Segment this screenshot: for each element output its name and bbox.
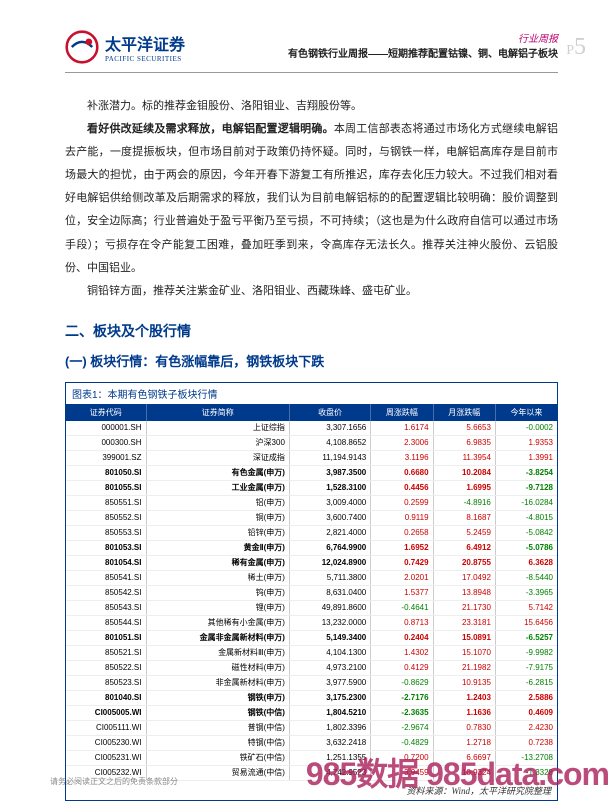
table-row: 850553.SI铅锌(申万)2,821.40000.26585.2459-5.… xyxy=(66,525,557,540)
table-header: 周涨跌幅 xyxy=(371,404,433,421)
table-header: 证券代码 xyxy=(66,404,146,421)
paragraph-3: 铜铅锌方面，推荐关注紫金矿业、洛阳钼业、西藏珠峰、盛屯矿业。 xyxy=(65,280,558,303)
logo: 太平洋证券 PACIFIC SECURITIES xyxy=(65,30,185,64)
table-row: 850552.SI铜(申万)3,600.74000.91198.1687-4.8… xyxy=(66,510,557,525)
table-row: 801050.SI有色金属(申万)3,987.35000.668010.2084… xyxy=(66,465,557,480)
pacific-logo-icon xyxy=(65,30,99,64)
table-row: 850542.SI钨(申万)8,631.04001.537713.8948-3.… xyxy=(66,585,557,600)
logo-text-en: PACIFIC SECURITIES xyxy=(105,55,185,63)
table-row: 801051.SI金属非金属新材料(申万)5,149.34000.240415.… xyxy=(66,630,557,645)
table-row: 850521.SI金属新材料Ⅲ(申万)4,104.13001.430215.10… xyxy=(66,645,557,660)
table-row: 801040.SI钢铁(申万)3,175.2300-2.71761.24032.… xyxy=(66,690,557,705)
table-container: 图表1：本期有色钢铁子板块行情 证券代码证券简称收盘价周涨跌幅月涨跌幅今年以来 … xyxy=(65,382,558,801)
table-row: 850522.SI磁性材料(申万)4,973.21000.412921.1982… xyxy=(66,660,557,675)
table-row: 850541.SI稀土(申万)5,711.38002.020117.0492-8… xyxy=(66,570,557,585)
table-row: 850523.SI非金属新材料(申万)3,977.5900-0.862910.9… xyxy=(66,675,557,690)
paragraph-2: 看好供改延续及需求释放，电解铝配置逻辑明确。本周工信部表态将通过市场化方式继续电… xyxy=(65,118,558,280)
page-number: P5 xyxy=(566,34,586,61)
subsection-title: (一) 板块行情：有色涨幅靠后，钢铁板块下跌 xyxy=(65,351,558,370)
watermark: 985数据 985data.com xyxy=(306,749,609,795)
table-row: 801055.SI工业金属(申万)1,528.31000.44561.6995-… xyxy=(66,480,557,495)
table-row: CI005111.WI普钢(中信)1,802.3396-2.96740.7830… xyxy=(66,720,557,735)
table-row: 000001.SH上证综指3,307.16561.61745.6653-0.00… xyxy=(66,421,557,436)
table-title: 图表1：本期有色钢铁子板块行情 xyxy=(66,383,557,404)
table-row: 850543.SI锂(申万)49,891.8600-0.464121.17305… xyxy=(66,600,557,615)
header-divider xyxy=(65,72,558,73)
doc-title: 有色钢铁行业周报——短期推荐配置钴镍、铜、电解铝子板块 xyxy=(288,45,558,60)
table-row: 801053.SI黄金Ⅱ(申万)6,764.99001.69526.4912-5… xyxy=(66,540,557,555)
table-row: 399001.SZ深证成指11,194.91433.119611.39541.3… xyxy=(66,450,557,465)
table-header: 月涨跌幅 xyxy=(433,404,495,421)
paragraph-1: 补涨潜力。标的推荐金钼股份、洛阳钼业、吉翔股份等。 xyxy=(65,95,558,118)
table-header: 今年以来 xyxy=(495,404,557,421)
table-row: 850544.SI其他稀有小金属(申万)13,232.00000.871323.… xyxy=(66,615,557,630)
footer-disclaimer: 请务必阅读正文之后的免责条款部分 xyxy=(50,776,178,787)
section-title: 二、板块及个股行情 xyxy=(65,321,558,341)
table-header: 证券简称 xyxy=(146,404,289,421)
doc-type: 行业周报 xyxy=(288,30,558,45)
table-row: 850551.SI铝(申万)3,009.40000.2599-4.8916-16… xyxy=(66,495,557,510)
table-row: 801054.SI稀有金属(申万)12,024.89000.742920.875… xyxy=(66,555,557,570)
sector-table: 证券代码证券简称收盘价周涨跌幅月涨跌幅今年以来 000001.SH上证综指3,3… xyxy=(66,404,557,781)
table-header: 收盘价 xyxy=(289,404,370,421)
table-row: CI005005.WI钢铁(中信)1,804.5210-2.36351.1636… xyxy=(66,705,557,720)
logo-text-cn: 太平洋证券 xyxy=(105,31,185,55)
table-row: 000300.SH沪深3004,108.86522.30066.98351.93… xyxy=(66,435,557,450)
